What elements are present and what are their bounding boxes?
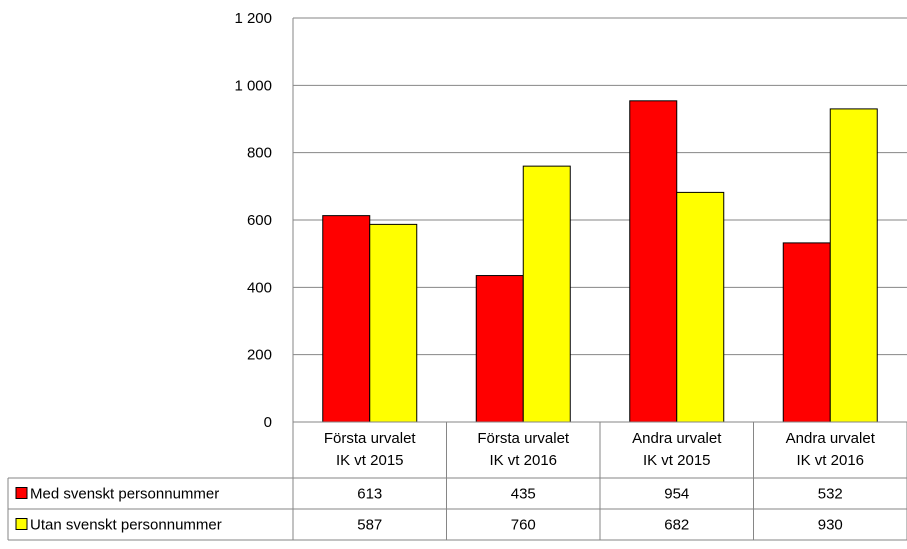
y-tick-label: 400	[247, 279, 272, 296]
y-tick-label: 600	[247, 212, 272, 229]
category-label: IK vt 2016	[796, 452, 864, 469]
legend-key-utan	[15, 518, 28, 530]
category-label: IK vt 2016	[489, 452, 557, 469]
y-tick-label: 0	[264, 414, 272, 431]
category-label: Första urvalet	[477, 430, 570, 447]
y-tick-label: 1 000	[234, 77, 272, 94]
bar-med-4	[782, 242, 831, 423]
bar-utan-3	[676, 191, 725, 423]
category-label: Första urvalet	[324, 430, 417, 447]
y-tick-label: 200	[247, 347, 272, 364]
data-table: Första urvalet IK vt 2015 Första urvalet IK…	[7, 421, 907, 541]
bars	[322, 100, 878, 423]
y-tick-label: 800	[247, 145, 272, 162]
data-value: 435	[511, 486, 536, 503]
data-value: 532	[818, 486, 843, 503]
data-value: 682	[664, 517, 689, 534]
y-tick-label: 1 200	[234, 10, 272, 27]
bar-utan-2	[522, 165, 571, 423]
y-axis-ticks: 0 200 400 600 800 1 000 1 200	[234, 10, 272, 431]
category-label: Andra urvalet	[786, 430, 876, 447]
data-value: 954	[664, 486, 689, 503]
bar-med-3	[629, 100, 678, 423]
legend-key-med	[15, 487, 28, 499]
series-name: Utan svenskt personnummer	[30, 517, 222, 534]
data-value: 613	[357, 486, 382, 503]
category-label: Andra urvalet	[632, 430, 722, 447]
bar-med-1	[322, 215, 371, 423]
series-name: Med svenskt personnummer	[30, 486, 219, 503]
bar-med-2	[475, 275, 524, 423]
data-value: 587	[357, 517, 382, 534]
bar-utan-4	[829, 108, 878, 423]
category-label: IK vt 2015	[643, 452, 711, 469]
category-label: IK vt 2015	[336, 452, 404, 469]
data-value: 930	[818, 517, 843, 534]
bar-utan-1	[369, 223, 418, 423]
data-value: 760	[511, 517, 536, 534]
